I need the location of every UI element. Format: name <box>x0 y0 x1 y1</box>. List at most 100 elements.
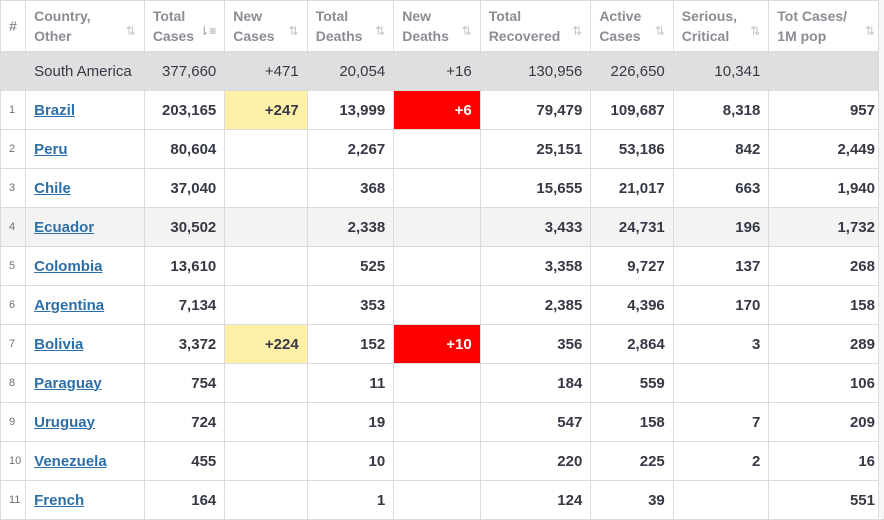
cell-new-deaths <box>393 363 481 403</box>
country-link[interactable]: Chile <box>34 179 71 197</box>
header-new-deaths[interactable]: New Deaths ⇅ <box>393 0 481 52</box>
header-label-line2: Cases <box>152 28 195 44</box>
header-active-cases[interactable]: Active Cases ⇅ <box>590 0 674 52</box>
cell-country: Peru <box>25 129 145 169</box>
cell-country: French <box>25 480 145 520</box>
cell-new-cases <box>224 402 308 442</box>
cell-per-million: 268 <box>768 246 884 286</box>
country-link[interactable]: Argentina <box>34 296 105 314</box>
cell-new-deaths <box>393 246 481 286</box>
cell-active-cases: 4,396 <box>590 285 674 325</box>
sort-icon[interactable]: ⇅ <box>864 24 875 38</box>
sort-icon[interactable]: ⇅ <box>654 24 665 38</box>
cell-total-cases: 724 <box>143 402 226 442</box>
sort-icon[interactable]: ⇅ <box>750 24 761 38</box>
sort-icon[interactable]: ⇂≡ <box>199 24 217 38</box>
country-link[interactable]: Brazil <box>34 101 75 119</box>
header-label-line2: 1M pop <box>777 28 827 44</box>
header-country[interactable]: Country, Other ⇅ <box>25 0 145 52</box>
cell-total-recovered: 15,655 <box>479 168 592 208</box>
cell-total-cases: 754 <box>143 363 226 403</box>
cell-country: Chile <box>25 168 145 208</box>
cell-total-deaths: 1 <box>306 480 395 520</box>
cell-country: South America <box>25 51 145 91</box>
cell-total-deaths: 20,054 <box>306 51 395 91</box>
cell-new-deaths <box>393 441 481 481</box>
cell-total-cases: 13,610 <box>143 246 226 286</box>
cell-total-recovered: 130,956 <box>479 51 592 91</box>
cell-active-cases: 2,864 <box>590 324 674 364</box>
cell-idx: 11 <box>0 480 27 520</box>
sort-icon[interactable]: ⇅ <box>461 24 472 38</box>
next-column-edge <box>878 0 884 518</box>
header-new-cases[interactable]: New Cases ⇅ <box>224 0 308 52</box>
header-label-line2: Cases <box>233 28 275 44</box>
cell-total-recovered: 547 <box>479 402 592 442</box>
header-label-line2: Cases <box>599 28 641 44</box>
country-link[interactable]: Paraguay <box>34 374 102 392</box>
cell-serious: 3 <box>672 324 770 364</box>
header-per-million[interactable]: Tot Cases/1M pop ⇅ <box>768 0 884 52</box>
cell-active-cases: 21,017 <box>590 168 674 208</box>
sort-icon[interactable]: ⇅ <box>288 24 299 38</box>
header-label-line1: Tot Cases/ <box>777 8 848 24</box>
cell-active-cases: 53,186 <box>590 129 674 169</box>
header-label-line2: Critical <box>681 28 730 44</box>
cell-serious: 663 <box>672 168 770 208</box>
cell-country: Argentina <box>25 285 145 325</box>
cell-new-cases: +224 <box>224 324 308 364</box>
cell-idx: 2 <box>0 129 27 169</box>
cell-total-recovered: 2,385 <box>479 285 592 325</box>
cell-per-million: 2,449 <box>768 129 884 169</box>
cell-active-cases: 39 <box>590 480 674 520</box>
cell-total-deaths: 13,999 <box>306 90 395 130</box>
cell-active-cases: 559 <box>590 363 674 403</box>
cell-total-recovered: 184 <box>479 363 592 403</box>
cell-total-deaths: 10 <box>306 441 395 481</box>
cell-country: Uruguay <box>25 402 145 442</box>
country-link[interactable]: Uruguay <box>34 413 95 431</box>
header-label-line1: Total <box>315 8 349 24</box>
sort-icon[interactable]: ⇅ <box>125 24 136 38</box>
cell-new-deaths <box>393 129 481 169</box>
cell-new-deaths <box>393 402 481 442</box>
country-link[interactable]: Venezuela <box>34 452 107 470</box>
cell-total-cases: 30,502 <box>143 207 226 247</box>
table-header: # Country, Other ⇅ Total Cases ⇂≡ New Cases ⇅ Tota… <box>0 0 884 52</box>
cell-new-deaths <box>393 168 481 208</box>
country-link[interactable]: Bolivia <box>34 335 84 353</box>
cell-total-recovered: 356 <box>479 324 592 364</box>
cell-total-deaths: 2,338 <box>306 207 395 247</box>
table-row: 1 Brazil 203,165 +247 13,999 +6 79,479 109,687 8… <box>0 90 884 130</box>
country-link[interactable]: Colombia <box>34 257 103 275</box>
cell-country: Venezuela <box>25 441 145 481</box>
table-row: 2 Peru 80,604 2,267 25,151 53,186 842 2,449 <box>0 129 884 169</box>
table-row: 5 Colombia 13,610 525 3,358 9,727 137 268 <box>0 246 884 286</box>
cell-per-million: 106 <box>768 363 884 403</box>
cell-new-deaths <box>393 285 481 325</box>
cell-total-recovered: 79,479 <box>479 90 592 130</box>
sort-icon[interactable]: ⇅ <box>572 24 583 38</box>
table-row: 7 Bolivia 3,372 +224 152 +10 356 2,864 3 289 <box>0 324 884 364</box>
cell-new-cases: +247 <box>224 90 308 130</box>
header-total-deaths[interactable]: Total Deaths ⇅ <box>306 0 395 52</box>
country-link[interactable]: French <box>34 491 85 509</box>
cell-new-cases <box>224 207 308 247</box>
sort-icon[interactable]: ⇅ <box>375 24 386 38</box>
header-total-recovered[interactable]: Total Recovered ⇅ <box>479 0 592 52</box>
cell-country: Paraguay <box>25 363 145 403</box>
cell-serious <box>672 363 770 403</box>
country-link[interactable]: Ecuador <box>34 218 95 236</box>
cell-country: Colombia <box>25 246 145 286</box>
country-link[interactable]: Peru <box>34 140 68 158</box>
table-row: 9 Uruguay 724 19 547 158 7 209 <box>0 402 884 442</box>
cell-per-million: 158 <box>768 285 884 325</box>
cell-new-cases <box>224 168 308 208</box>
cell-total-cases: 7,134 <box>143 285 226 325</box>
header-serious[interactable]: Serious, Critical ⇅ <box>672 0 770 52</box>
cell-active-cases: 109,687 <box>590 90 674 130</box>
header-total-cases[interactable]: Total Cases ⇂≡ <box>143 0 226 52</box>
cell-idx: 5 <box>0 246 27 286</box>
cell-country: Brazil <box>25 90 145 130</box>
cell-new-cases <box>224 363 308 403</box>
